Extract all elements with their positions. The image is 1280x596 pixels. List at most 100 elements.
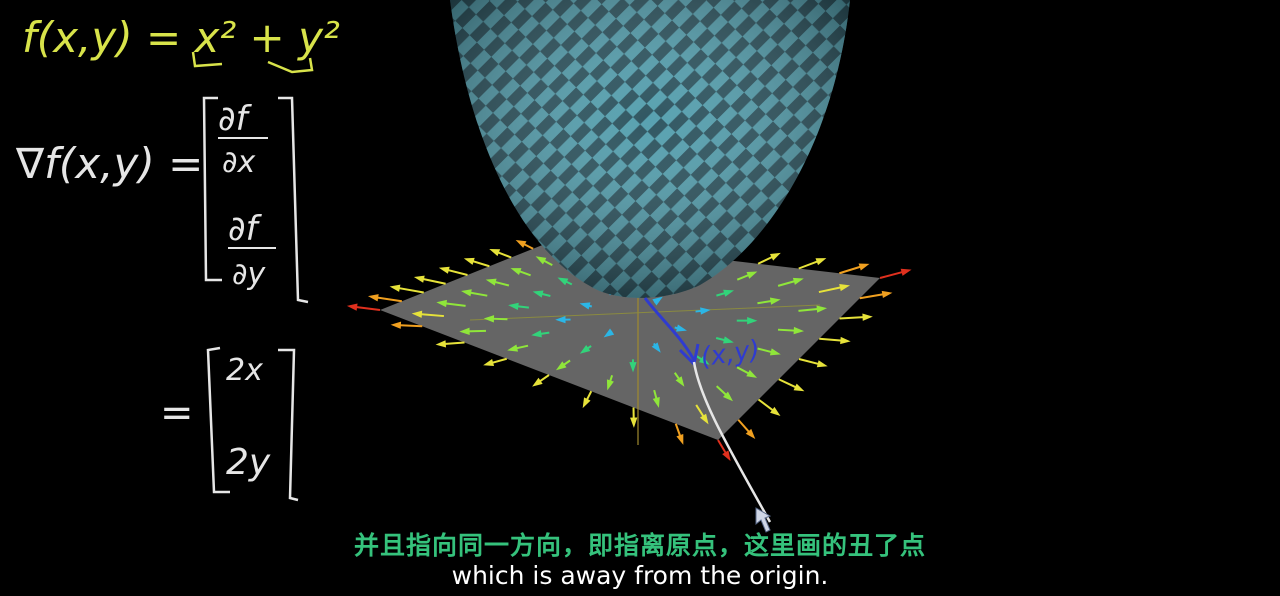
field-arrow-head: [881, 290, 893, 299]
result-y-component: 2y: [226, 442, 271, 483]
field-arrow-shaft: [442, 341, 465, 346]
partial-x-numerator: ∂f: [218, 99, 253, 139]
field-arrow-head: [769, 348, 781, 356]
field-arrow-head: [459, 327, 470, 335]
field-arrow-shaft: [470, 259, 490, 268]
field-arrow-head: [532, 290, 544, 298]
field-arrow-head: [555, 315, 566, 324]
field-arrow-head: [793, 383, 805, 392]
field-arrow-head: [700, 307, 711, 315]
field-arrow-head: [489, 248, 501, 257]
field-arrow-head: [723, 336, 734, 344]
field-arrow-head: [438, 266, 450, 274]
field-arrow-head: [722, 391, 733, 402]
field-arrow-shaft: [757, 398, 776, 413]
pen-trail: [692, 361, 772, 523]
field-arrow-head: [652, 296, 663, 306]
plane-axis: [469, 304, 821, 321]
partial-y-denominator: ∂y: [232, 257, 267, 292]
field-arrow-head: [652, 396, 660, 408]
field-arrow-head: [793, 326, 805, 335]
field-arrow-head: [675, 376, 685, 387]
result-left-bracket: [206, 346, 230, 494]
field-arrow-head: [723, 289, 735, 297]
gradient-lhs: ∇f(x,y) =: [15, 139, 203, 188]
field-arrow-head: [461, 289, 472, 297]
field-arrow-head: [508, 302, 519, 310]
field-arrow-shaft: [374, 296, 403, 303]
field-arrow-head: [722, 450, 731, 462]
field-arrow-head: [630, 417, 638, 428]
field-arrow-head: [816, 360, 828, 368]
field-arrow-shaft: [467, 291, 488, 297]
field-arrow-head: [676, 324, 687, 332]
field-arrow-head: [555, 361, 567, 371]
field-arrow-head: [699, 413, 709, 425]
result-x-component: 2x: [226, 353, 263, 388]
matrix-right-bracket: [278, 96, 309, 304]
blue-annotation-arrow: [643, 297, 696, 361]
field-arrow-shaft: [777, 279, 798, 287]
field-arrow-shaft: [396, 286, 424, 294]
xy-plane: [380, 240, 880, 440]
x-underline-bracket: [191, 51, 223, 68]
field-arrow-head: [839, 283, 851, 292]
field-arrow-head: [483, 359, 495, 367]
field-arrow-head: [746, 271, 758, 279]
field-arrow-shaft: [353, 305, 381, 311]
field-arrow-head: [411, 310, 423, 318]
field-arrow-head: [769, 297, 781, 305]
function-definition: f(x,y) = x² + y²: [22, 13, 340, 62]
field-arrow-head: [483, 315, 495, 323]
field-arrow-shaft: [879, 270, 906, 279]
subtitle-english: which is away from the origin.: [451, 561, 829, 590]
field-arrow-head: [629, 362, 637, 373]
matrix-left-bracket: [202, 96, 222, 282]
field-arrow-head: [746, 369, 758, 378]
field-arrow-head: [747, 317, 758, 325]
field-arrow-head: [770, 406, 781, 417]
field-arrow-shaft: [443, 302, 466, 307]
field-arrow-head: [346, 303, 358, 311]
field-arrow-head: [840, 336, 851, 345]
field-arrow-shaft: [819, 337, 844, 342]
subtitle-chinese: 并且指向同一方向，即指离原点，这里画的丑了点: [353, 531, 926, 560]
field-arrow-head: [515, 239, 527, 248]
partial-y-numerator: ∂f: [228, 209, 263, 249]
field-arrow-head: [579, 302, 591, 310]
field-arrow-head: [816, 305, 828, 313]
field-arrow-head: [745, 428, 756, 440]
pen-cursor-icon: [755, 507, 772, 533]
field-arrow-shaft: [798, 259, 821, 270]
field-arrow-head: [579, 344, 591, 354]
field-arrow-head: [367, 294, 379, 302]
field-arrow-head: [389, 284, 401, 292]
field-arrow-head: [900, 268, 912, 276]
field-arrow-shaft: [818, 285, 844, 294]
field-arrow-head: [769, 252, 781, 261]
field-arrow-shaft: [466, 329, 486, 333]
field-arrow-head: [603, 328, 615, 338]
result-right-bracket: [278, 348, 299, 502]
partial-x-denominator: ∂x: [222, 145, 256, 180]
field-arrow-head: [815, 258, 827, 266]
field-arrow-head: [606, 379, 614, 391]
field-arrow-head: [510, 268, 522, 275]
field-arrow-head: [535, 256, 547, 265]
field-arrow-head: [858, 263, 870, 271]
field-arrow-shaft: [839, 265, 864, 275]
field-arrow-shaft: [397, 324, 423, 328]
field-arrow-head: [435, 340, 447, 348]
field-arrow-head: [651, 342, 661, 353]
field-arrow-head: [463, 257, 475, 265]
field-arrow-head: [413, 275, 425, 283]
field-arrow-shaft: [420, 277, 446, 285]
field-arrow-head: [436, 299, 447, 308]
field-arrow-head: [507, 344, 519, 352]
field-arrow-head: [557, 277, 569, 286]
field-arrow-head: [582, 397, 591, 409]
field-arrow-shaft: [859, 292, 886, 300]
paraboloid-shading: [450, 0, 850, 298]
